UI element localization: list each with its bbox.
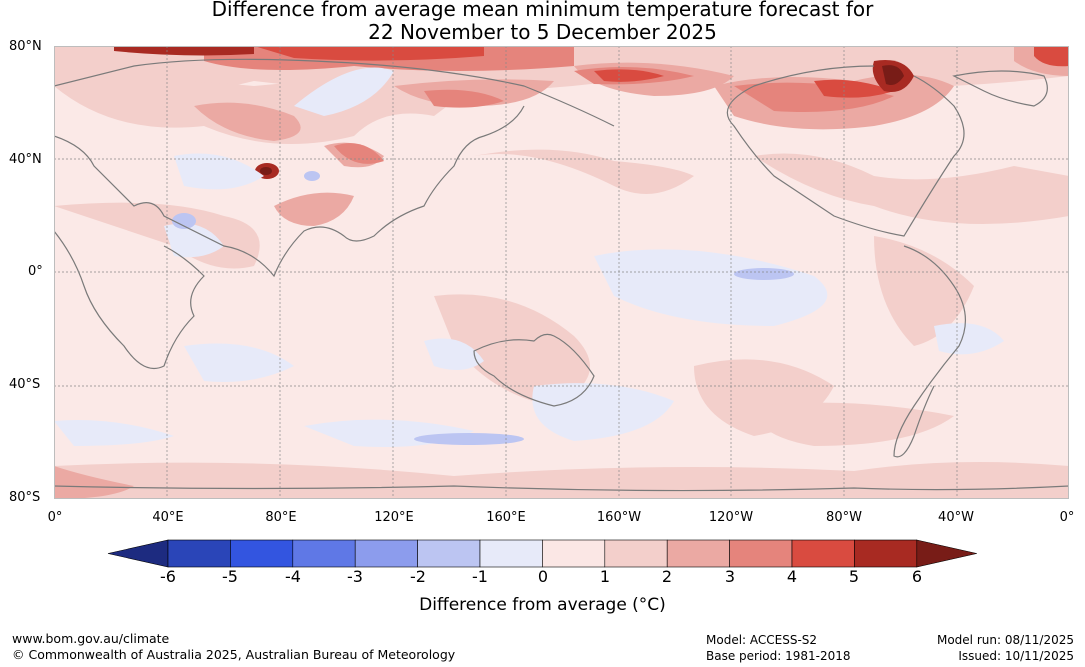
anomaly-shading-6 bbox=[260, 65, 904, 175]
lon-label-80e: 80°E bbox=[265, 510, 297, 525]
colorbar-tick-label: -2 bbox=[410, 567, 426, 586]
footer-model: Model: ACCESS-S2 bbox=[706, 633, 818, 647]
colorbar-tick-label: -5 bbox=[222, 567, 238, 586]
colorbar-tick-label: -4 bbox=[285, 567, 301, 586]
colorbar-segment bbox=[666, 539, 730, 568]
colorbar-segment bbox=[479, 539, 543, 568]
footer-issued: Issued: 10/11/2025 bbox=[958, 649, 1074, 663]
lon-label-0-left: 0° bbox=[47, 510, 63, 525]
anomaly-shading-4 bbox=[254, 46, 1069, 98]
colorbar-extend-low bbox=[107, 539, 169, 568]
chart-title-line-2: 22 November to 5 December 2025 bbox=[368, 20, 717, 44]
footer-copyright: © Commonwealth of Australia 2025, Austra… bbox=[12, 647, 456, 662]
lon-label-40e: 40°E bbox=[152, 510, 184, 525]
lat-label-40n: 40°N bbox=[9, 152, 42, 167]
graticule bbox=[54, 46, 1069, 499]
colorbar-tick-label: 5 bbox=[848, 567, 860, 586]
lon-label-120w: 120°W bbox=[708, 510, 754, 525]
lon-label-0-right: 0° bbox=[1059, 510, 1075, 525]
negative-anomaly-shading-2 bbox=[172, 171, 794, 445]
lon-label-160w: 160°W bbox=[596, 510, 642, 525]
colorbar-segment bbox=[417, 539, 481, 568]
lat-label-equator: 0° bbox=[28, 264, 43, 279]
footer-url[interactable]: www.bom.gov.au/climate bbox=[12, 631, 170, 646]
colorbar-segment bbox=[854, 539, 918, 568]
lon-label-120e: 120°E bbox=[374, 510, 414, 525]
colorbar-segment bbox=[230, 539, 294, 568]
colorbar-tick-label: 1 bbox=[599, 567, 611, 586]
lat-label-40s: 40°S bbox=[9, 377, 41, 392]
colorbar-segment bbox=[167, 539, 231, 568]
colorbar-segment bbox=[292, 539, 356, 568]
coastlines bbox=[54, 58, 1069, 492]
map-frame bbox=[54, 46, 1069, 499]
colorbar-title: Difference from average (°C) bbox=[419, 595, 666, 615]
chart-title-line-1: Difference from average mean minimum tem… bbox=[211, 0, 874, 21]
colorbar-segment bbox=[791, 539, 855, 568]
lat-label-80s: 80°S bbox=[9, 490, 41, 505]
colorbar-tick-label: -3 bbox=[347, 567, 363, 586]
lon-label-80w: 80°W bbox=[826, 510, 862, 525]
colorbar-segment bbox=[729, 539, 793, 568]
colorbar-segment bbox=[354, 539, 418, 568]
anomaly-shading bbox=[54, 46, 1069, 499]
colorbar bbox=[107, 539, 977, 568]
colorbar-tick-label: -6 bbox=[160, 567, 176, 586]
lat-label-80n: 80°N bbox=[9, 39, 42, 54]
colorbar-tick-label: 0 bbox=[537, 567, 549, 586]
colorbar-tick-label: 2 bbox=[661, 567, 673, 586]
colorbar-extend-high bbox=[916, 539, 977, 568]
lon-label-160e: 160°E bbox=[486, 510, 526, 525]
footer-base-period: Base period: 1981-2018 bbox=[706, 649, 851, 663]
colorbar-tick-label: -1 bbox=[472, 567, 488, 586]
lon-label-40w: 40°W bbox=[938, 510, 974, 525]
footer-model-run: Model run: 08/11/2025 bbox=[936, 633, 1074, 647]
colorbar-segment bbox=[542, 539, 606, 568]
anomaly-map[interactable] bbox=[54, 46, 1069, 499]
negative-anomaly-shading bbox=[54, 67, 1004, 447]
colorbar-tick-label: 3 bbox=[724, 567, 736, 586]
colorbar-tick-label: 6 bbox=[911, 567, 923, 586]
colorbar-tick-label: 4 bbox=[786, 567, 798, 586]
map-canvas bbox=[54, 46, 1069, 499]
colorbar-segment bbox=[604, 539, 668, 568]
